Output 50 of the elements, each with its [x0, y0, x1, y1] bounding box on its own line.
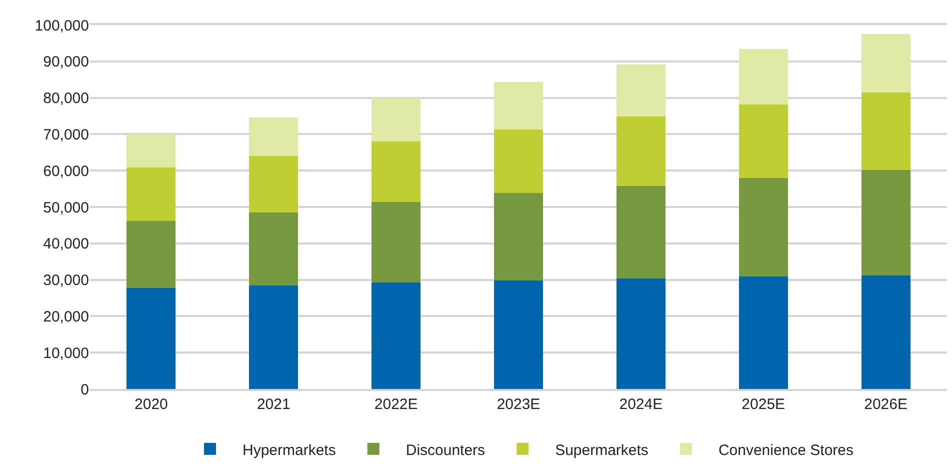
bar [126, 134, 176, 168]
bar [861, 34, 910, 93]
bar [616, 64, 666, 116]
bar [372, 202, 421, 282]
bar [249, 285, 298, 389]
bar [861, 170, 910, 276]
legend-label: Hypermarkets [242, 442, 336, 459]
bar [249, 212, 298, 286]
x-tick-label: 2026E [864, 396, 908, 413]
y-tick-label: 70,000 [43, 126, 89, 144]
bar [372, 282, 421, 389]
y-tick-label: 100,000 [34, 17, 89, 34]
x-tick-label: 2025E [742, 396, 786, 413]
x-tick-label: 2021 [256, 396, 290, 413]
bar [249, 117, 298, 156]
bar [738, 276, 788, 389]
y-tick-label: 10,000 [43, 344, 89, 362]
bar [494, 280, 543, 389]
y-tick-label: 0 [80, 381, 89, 398]
bar [126, 167, 176, 222]
y-tick-label: 40,000 [43, 236, 89, 253]
y-tick-label: 80,000 [43, 90, 89, 108]
bar [616, 116, 666, 186]
bar [372, 98, 421, 142]
y-tick-label: 90,000 [43, 54, 89, 71]
bar [616, 186, 666, 278]
y-tick-label: 30,000 [43, 272, 89, 290]
x-tick-label: 2020 [134, 396, 168, 413]
bar [372, 141, 421, 202]
x-tick-label: 2023E [496, 396, 540, 413]
bar [616, 278, 666, 389]
bar [861, 275, 910, 389]
bar [494, 129, 543, 194]
bar [126, 288, 176, 389]
legend-label: Supermarkets [555, 442, 648, 459]
bar [861, 92, 910, 170]
x-tick-label: 2024E [619, 396, 663, 413]
bar [494, 193, 543, 281]
bar [738, 178, 788, 277]
bar [126, 221, 176, 288]
y-tick-label: 60,000 [43, 162, 89, 180]
bar [249, 156, 298, 212]
bar [738, 104, 788, 178]
y-tick-label: 20,000 [43, 308, 89, 326]
x-tick-label: 2022E [374, 396, 418, 413]
bar [494, 82, 543, 130]
y-tick-label: 50,000 [43, 199, 89, 216]
bar [738, 49, 788, 104]
legend-label: Convenience Stores [718, 442, 854, 459]
legend-label: Discounters [406, 442, 486, 459]
